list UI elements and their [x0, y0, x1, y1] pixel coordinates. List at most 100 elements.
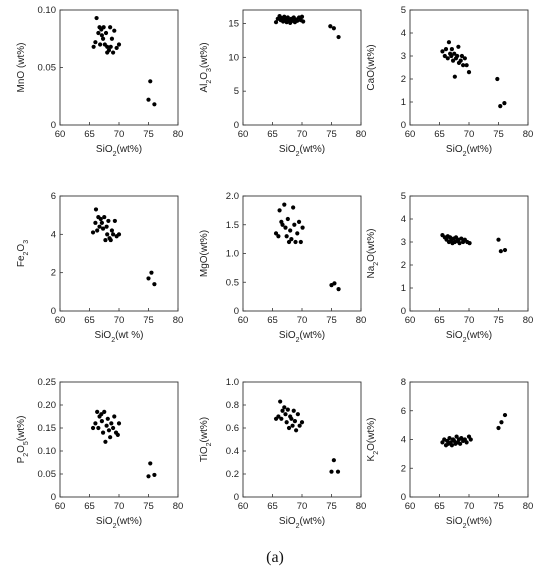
- y-axis-label: MnO (wt%): [16, 43, 27, 93]
- y-tick-label: 0.8: [226, 400, 239, 411]
- data-point: [109, 421, 114, 426]
- data-point: [291, 205, 296, 210]
- data-point: [273, 20, 279, 25]
- data-point: [280, 222, 285, 227]
- data-point: [445, 56, 450, 61]
- data-point: [286, 239, 292, 245]
- plot-frame: [59, 9, 179, 126]
- data-point: [456, 44, 461, 49]
- data-point: [502, 101, 507, 106]
- data-point: [329, 469, 334, 474]
- data-point: [106, 218, 111, 224]
- x-tick-label: 80: [173, 129, 184, 140]
- data-point: [146, 97, 151, 102]
- data-point: [498, 104, 503, 109]
- plot-frame: [59, 381, 179, 498]
- x-tick-label: 70: [297, 501, 308, 512]
- data-point: [457, 241, 462, 246]
- data-point: [103, 30, 109, 36]
- x-tick-label: 60: [55, 315, 66, 326]
- x-axis-label: SiO2(wt%): [96, 144, 142, 158]
- data-point: [152, 282, 157, 287]
- data-point: [443, 47, 449, 52]
- data-point: [498, 249, 503, 254]
- data-point: [277, 208, 282, 213]
- y-tick-label: 1.0: [226, 249, 239, 260]
- data-point: [440, 49, 445, 54]
- y-tick-label: 0.4: [226, 446, 239, 457]
- x-tick-label: 60: [405, 501, 416, 512]
- data-point: [105, 416, 110, 421]
- data-point: [101, 25, 106, 30]
- x-tick-label: 75: [143, 315, 154, 326]
- data-point: [285, 407, 290, 412]
- data-point: [93, 421, 98, 426]
- y-tick-label: 5: [234, 86, 239, 97]
- x-tick-label: 60: [238, 501, 249, 512]
- data-point: [112, 218, 117, 224]
- x-tick-label: 80: [523, 129, 534, 140]
- x-tick-label: 70: [297, 315, 308, 326]
- x-tick-label: 75: [493, 501, 504, 512]
- x-tick-label: 75: [493, 315, 504, 326]
- data-point: [464, 63, 469, 68]
- y-tick-label: 0: [401, 492, 406, 503]
- x-tick-label: 75: [326, 501, 337, 512]
- y-axis-label: MgO(wt%): [199, 230, 210, 277]
- data-point: [115, 432, 120, 437]
- data-point: [95, 228, 100, 233]
- data-point: [299, 14, 305, 19]
- data-point: [332, 281, 337, 286]
- data-point: [293, 239, 298, 245]
- data-point: [301, 19, 306, 24]
- data-point: [296, 219, 302, 224]
- data-point: [328, 24, 333, 29]
- data-point: [104, 423, 109, 428]
- y-tick-label: 2: [401, 463, 406, 474]
- data-point: [94, 15, 99, 21]
- data-point: [102, 409, 107, 414]
- y-tick-label: 0: [234, 306, 239, 317]
- data-point: [499, 420, 504, 425]
- data-point: [106, 48, 112, 53]
- data-point: [146, 474, 151, 479]
- x-axis-label: SiO2(wt %): [95, 330, 144, 344]
- data-point: [108, 25, 113, 30]
- data-point: [449, 443, 454, 448]
- x-tick-label: 70: [464, 129, 475, 140]
- plot-frame: [242, 195, 362, 312]
- y-axis-label: P2O5(wt%): [16, 416, 30, 464]
- data-point: [282, 405, 287, 410]
- data-point: [454, 434, 459, 439]
- data-point: [100, 36, 106, 41]
- x-axis-label: SiO2(wt%): [279, 330, 325, 344]
- data-point: [100, 430, 106, 435]
- x-tick-label: 70: [114, 129, 125, 140]
- data-point: [276, 234, 281, 239]
- plot-frame: [409, 195, 529, 312]
- scatter-panel-5: 60 65 70 75 80 0 0.5 1.0 1.5 2.0 SiO2(wt%) MgO(wt%): [199, 191, 366, 344]
- data-point: [284, 420, 289, 425]
- scatter-panel-9: 60 65 70 75 80 0 2 4 6 8 SiO2(wt%) K2O(wt%): [366, 377, 533, 530]
- x-axis-label: SiO2(wt%): [96, 516, 142, 530]
- data-point: [91, 44, 96, 49]
- data-point: [452, 51, 457, 56]
- y-tick-label: 10: [228, 52, 239, 63]
- y-tick-label: 0.25: [38, 377, 57, 388]
- data-point: [116, 232, 122, 237]
- data-point: [148, 461, 153, 466]
- data-point: [114, 45, 119, 51]
- x-tick-label: 80: [356, 315, 367, 326]
- x-tick-label: 80: [356, 129, 367, 140]
- scatter-panel-4: 60 65 70 75 80 0 2 4 6 SiO2(wt %) Fe2O3: [16, 191, 183, 344]
- data-point: [280, 408, 285, 413]
- data-point: [90, 425, 96, 431]
- data-point: [111, 50, 116, 55]
- x-axis-label: SiO2(wt%): [446, 330, 492, 344]
- data-point: [111, 232, 116, 237]
- x-tick-label: 75: [326, 315, 337, 326]
- data-point: [295, 231, 300, 236]
- data-point: [99, 220, 104, 225]
- data-point: [336, 34, 341, 40]
- data-point: [300, 225, 305, 230]
